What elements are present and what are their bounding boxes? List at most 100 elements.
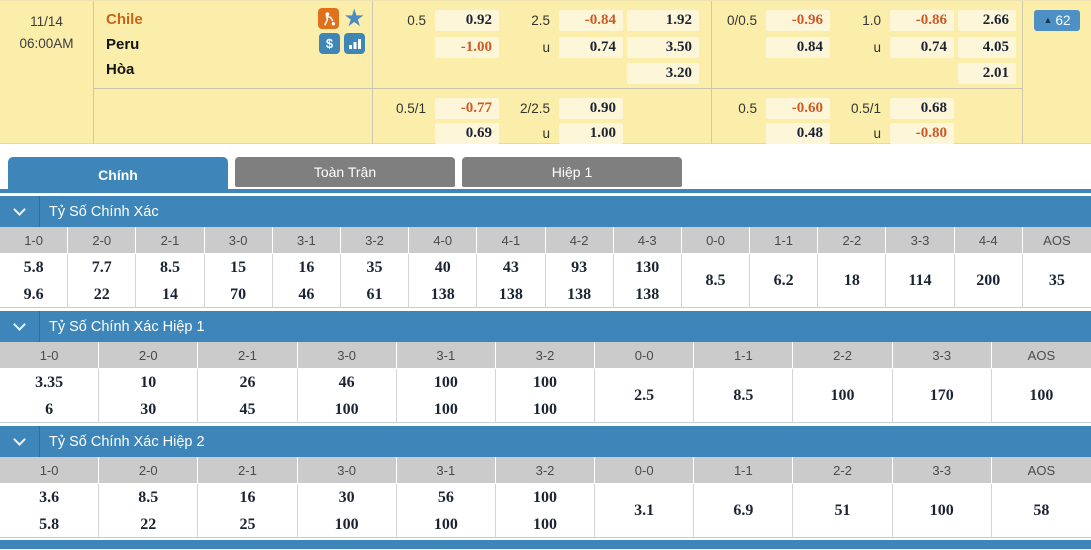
handicap-home-odds[interactable]: -0.77 xyxy=(435,98,499,119)
1x2-home-odds[interactable]: 1.92 xyxy=(627,10,699,31)
tab-toan-tran[interactable]: Toàn Trận xyxy=(235,157,455,187)
live-soccer-icon[interactable] xyxy=(318,8,340,29)
score-column-header: 0-0 xyxy=(595,457,695,483)
score-odds-cell[interactable]: 8.5 xyxy=(694,369,794,423)
score-odds-cell[interactable]: 100 100 xyxy=(496,484,596,538)
1x2-away-odds[interactable]: 4.05 xyxy=(958,36,1016,58)
score-odds-cell[interactable]: 2.5 xyxy=(595,369,695,423)
score-odds-cell[interactable]: 5.8 9.6 xyxy=(0,254,69,308)
score-odds-cell[interactable]: 170 xyxy=(893,369,992,423)
score-column-header: 1-0 xyxy=(0,457,100,483)
score-column-header: 4-1 xyxy=(477,227,546,253)
score-odds-cell[interactable]: 15 70 xyxy=(205,254,273,308)
market-tabs-bar: Chính Toàn Trận Hiệp 1 xyxy=(0,157,1091,193)
score-column-header: 2-2 xyxy=(793,457,893,483)
score-odds-cell[interactable]: 100 xyxy=(793,369,893,423)
score-odds-cell[interactable]: 200 xyxy=(955,254,1023,308)
total-under-odds[interactable]: -0.80 xyxy=(890,123,954,144)
score-odds-cell[interactable]: 3.35 6 xyxy=(0,369,100,423)
total-under-odds[interactable]: 1.00 xyxy=(559,123,623,144)
score-odds-cell[interactable]: 8.5 14 xyxy=(136,254,205,308)
score-odds-cell[interactable]: 46 100 xyxy=(298,369,397,423)
tab-hiep-1[interactable]: Hiệp 1 xyxy=(462,157,682,187)
soccer-player-glyph xyxy=(324,11,336,25)
1x2-draw-odds[interactable]: 3.20 xyxy=(627,63,699,85)
score-odds-cell[interactable]: 3.6 5.8 xyxy=(0,484,100,538)
handicap-home-odds[interactable]: -0.96 xyxy=(766,10,830,31)
tab-chinh[interactable]: Chính xyxy=(8,157,228,193)
money-dollar-icon[interactable]: $ xyxy=(319,33,340,54)
score-odds-cell[interactable]: 43 138 xyxy=(477,254,546,308)
score-column-header: 1-0 xyxy=(0,227,69,253)
score-column-header: 3-1 xyxy=(397,457,496,483)
score-odds-cell[interactable]: 18 xyxy=(818,254,887,308)
score-column-header: 3-2 xyxy=(341,227,410,253)
bar-chart-glyph xyxy=(348,39,361,49)
score-odds-cell[interactable]: 16 25 xyxy=(198,484,298,538)
score-odds-cell[interactable]: 10 30 xyxy=(99,369,199,423)
score-odds-cell[interactable]: 93 138 xyxy=(546,254,614,308)
total-line-label: 2/2.5 xyxy=(519,101,550,116)
score-odds-cell[interactable]: 16 46 xyxy=(273,254,341,308)
score-odds-cell[interactable]: 3.1 xyxy=(595,484,695,538)
correct-score-table: 1-0 2-0 2-1 3-0 3-1 3-2 0-0 1-1 2-2 3-3 AOS 3.6 5.8 8… xyxy=(0,457,1091,538)
section-title: Tỷ Số Chính Xác xyxy=(49,203,159,220)
fulltime-odds-group-2: 0/0.5 -0.96 1.0 -0.86 2.66 0.84 u 0.74 4… xyxy=(711,1,1022,89)
score-odds-cell[interactable]: 6.2 xyxy=(750,254,819,308)
total-line-label: 2.5 xyxy=(531,13,550,28)
score-odds-cell[interactable]: 8.5 xyxy=(682,254,751,308)
score-column-header: 3-3 xyxy=(886,227,955,253)
section-header[interactable]: Tỷ Số Chính Xác Hiệp 1 xyxy=(0,311,1091,342)
score-odds-cell[interactable]: 6.9 xyxy=(694,484,794,538)
score-odds-cell[interactable]: 8.5 22 xyxy=(99,484,199,538)
away-team-name: Peru xyxy=(106,36,140,53)
score-odds-cell[interactable]: 51 xyxy=(793,484,893,538)
score-column-header: 4-2 xyxy=(546,227,614,253)
1x2-draw-odds[interactable]: 2.01 xyxy=(958,63,1016,85)
favorite-star-icon[interactable]: ★ xyxy=(343,5,365,32)
section-header[interactable]: Tỷ Số Chính Xác xyxy=(0,196,1091,227)
stats-bar-chart-icon[interactable] xyxy=(344,33,365,54)
score-odds-cell[interactable]: 35 61 xyxy=(341,254,410,308)
score-odds-cell[interactable]: 58 xyxy=(1033,502,1050,519)
handicap-home-odds[interactable]: -0.60 xyxy=(766,98,830,119)
1x2-away-odds[interactable]: 3.50 xyxy=(627,36,699,58)
draw-label: Hòa xyxy=(106,61,135,78)
handicap-away-odds[interactable]: 0.48 xyxy=(766,123,830,144)
score-odds-cell[interactable]: 30 100 xyxy=(298,484,397,538)
correct-score-table: 1-0 2-0 2-1 3-0 3-1 3-2 4-0 4-1 4-2 4-3 0-0 1-1 2-2 3… xyxy=(0,227,1091,308)
handicap-away-odds[interactable]: 0.69 xyxy=(435,123,499,144)
total-over-odds[interactable]: -0.84 xyxy=(559,10,623,31)
next-section-header-edge xyxy=(0,540,1091,549)
more-markets-cell: ▲ 62 xyxy=(1022,1,1091,144)
total-under-odds[interactable]: 0.74 xyxy=(890,36,954,58)
1x2-home-odds[interactable]: 2.66 xyxy=(958,10,1016,31)
firsthalf-odds-group-2: 0.5 -0.60 0.5/1 0.68 0.48 u -0.80 xyxy=(711,89,1022,144)
score-odds-cell[interactable]: 7.7 22 xyxy=(68,254,137,308)
handicap-away-odds[interactable]: -1.00 xyxy=(435,36,499,58)
handicap-away-odds[interactable]: 0.84 xyxy=(766,36,830,58)
score-column-header: 0-0 xyxy=(682,227,751,253)
score-odds-cell[interactable]: 100 100 xyxy=(397,369,496,423)
score-odds-cell[interactable]: 26 45 xyxy=(198,369,298,423)
score-odds-cell[interactable]: 100 100 xyxy=(496,369,596,423)
score-odds-cell[interactable]: 114 xyxy=(886,254,955,308)
total-over-odds[interactable]: -0.86 xyxy=(890,10,954,31)
section-header[interactable]: Tỷ Số Chính Xác Hiệp 2 xyxy=(0,426,1091,457)
total-over-odds[interactable]: 0.68 xyxy=(890,98,954,119)
more-markets-badge[interactable]: ▲ 62 xyxy=(1034,10,1080,31)
handicap-home-odds[interactable]: 0.92 xyxy=(435,10,499,31)
total-under-odds[interactable]: 0.74 xyxy=(559,36,623,58)
score-column-header: 1-1 xyxy=(694,457,794,483)
score-odds-cell[interactable]: 40 138 xyxy=(409,254,478,308)
fulltime-odds-group-1: 0.5 0.92 2.5 -0.84 1.92 -1.00 u 0.74 3.5… xyxy=(372,1,711,89)
score-odds-cell[interactable]: 130 138 xyxy=(614,254,682,308)
handicap-line-label: 0.5 xyxy=(738,101,757,116)
match-datetime: 11/14 06:00AM xyxy=(0,1,93,144)
score-odds-cell[interactable]: 35 xyxy=(1048,272,1065,289)
score-odds-cell[interactable]: 100 xyxy=(1029,387,1054,404)
score-odds-cell[interactable]: 56 100 xyxy=(397,484,496,538)
total-over-odds[interactable]: 0.90 xyxy=(559,98,623,119)
score-odds-cell[interactable]: 100 xyxy=(893,484,992,538)
score-column-header: 0-0 xyxy=(595,342,695,368)
